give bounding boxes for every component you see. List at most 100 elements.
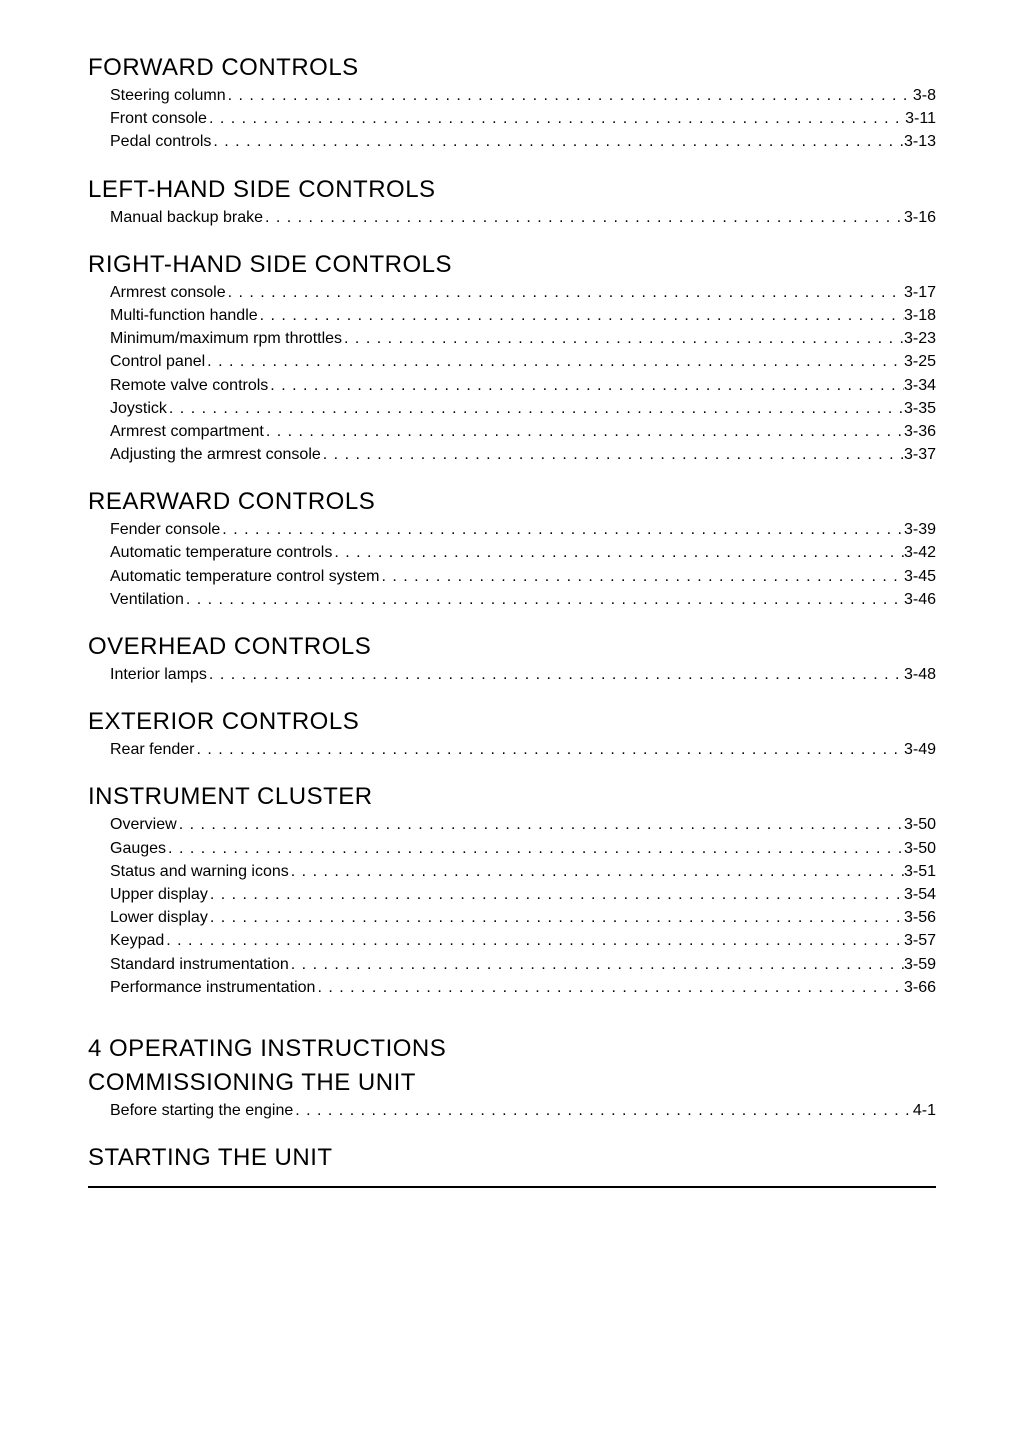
- toc-leader-dots: [184, 588, 904, 611]
- toc-page-number: 3-8: [913, 84, 936, 107]
- toc-page-number: 3-34: [904, 374, 936, 397]
- toc-leader-dots: [226, 84, 913, 107]
- toc-leader-dots: [315, 976, 904, 999]
- toc-leader-dots: [289, 860, 904, 883]
- toc-leader-dots: [164, 929, 904, 952]
- toc-entry: Armrest compartment 3-36: [88, 420, 936, 443]
- toc-label: Minimum/maximum rpm throttles: [110, 327, 342, 350]
- section-heading: COMMISSIONING THE UNIT: [88, 1069, 936, 1097]
- toc-leader-dots: [264, 420, 904, 443]
- toc-leader-dots: [289, 953, 904, 976]
- footer-rule: [88, 1186, 936, 1188]
- toc-entry: Fender console 3-39: [88, 518, 936, 541]
- section-heading: OVERHEAD CONTROLS: [88, 633, 936, 661]
- toc-label: Before starting the engine: [110, 1099, 293, 1122]
- section-heading: LEFT-HAND SIDE CONTROLS: [88, 176, 936, 204]
- toc-label: Fender console: [110, 518, 220, 541]
- toc-page-number: 3-51: [904, 860, 936, 883]
- toc-page-number: 3-11: [905, 107, 936, 130]
- toc-entry: Before starting the engine 4-1: [88, 1099, 936, 1122]
- toc-entry: Gauges 3-50: [88, 837, 936, 860]
- toc-entry: Upper display 3-54: [88, 883, 936, 906]
- toc-entry: Adjusting the armrest console 3-37: [88, 443, 936, 466]
- toc-page-number: 4-1: [913, 1099, 936, 1122]
- toc-label: Rear fender: [110, 738, 195, 761]
- toc-entry: Ventilation 3-46: [88, 588, 936, 611]
- section-heading: REARWARD CONTROLS: [88, 488, 936, 516]
- toc-label: Interior lamps: [110, 663, 207, 686]
- toc-leader-dots: [220, 518, 904, 541]
- toc-leader-dots: [379, 565, 904, 588]
- toc-page-number: 3-54: [904, 883, 936, 906]
- toc-page-number: 3-37: [904, 443, 936, 466]
- toc-leader-dots: [208, 906, 904, 929]
- toc-page-number: 3-25: [904, 350, 936, 373]
- toc-label: Keypad: [110, 929, 164, 952]
- toc-label: Automatic temperature control system: [110, 565, 379, 588]
- toc-page-number: 3-39: [904, 518, 936, 541]
- toc-entry: Pedal controls 3-13: [88, 130, 936, 153]
- toc-label: Joystick: [110, 397, 167, 420]
- toc-entry: Lower display 3-56: [88, 906, 936, 929]
- toc-label: Automatic temperature controls: [110, 541, 332, 564]
- toc-leader-dots: [177, 813, 904, 836]
- toc-label: Overview: [110, 813, 177, 836]
- toc-label: Remote valve controls: [110, 374, 268, 397]
- toc-entry: Joystick 3-35: [88, 397, 936, 420]
- toc-entry: Control panel 3-25: [88, 350, 936, 373]
- toc-entry: Manual backup brake 3-16: [88, 206, 936, 229]
- toc-entry: Armrest console 3-17: [88, 281, 936, 304]
- toc-leader-dots: [207, 107, 905, 130]
- toc-leader-dots: [211, 130, 904, 153]
- toc-page-number: 3-18: [904, 304, 936, 327]
- toc-page-number: 3-42: [904, 541, 936, 564]
- section-heading: RIGHT-HAND SIDE CONTROLS: [88, 251, 936, 279]
- toc-page-number: 3-59: [904, 953, 936, 976]
- toc-page-number: 3-13: [904, 130, 936, 153]
- toc-page-number: 3-48: [904, 663, 936, 686]
- toc-page-number: 3-23: [904, 327, 936, 350]
- toc-page-number: 3-46: [904, 588, 936, 611]
- section-heading: EXTERIOR CONTROLS: [88, 708, 936, 736]
- toc-page-number: 3-35: [904, 397, 936, 420]
- toc-leader-dots: [167, 397, 904, 420]
- toc-leader-dots: [208, 883, 904, 906]
- toc-label: Armrest console: [110, 281, 226, 304]
- toc-entry: Steering column 3-8: [88, 84, 936, 107]
- toc-label: Multi-function handle: [110, 304, 258, 327]
- toc-label: Manual backup brake: [110, 206, 263, 229]
- toc-leader-dots: [342, 327, 904, 350]
- toc-label: Performance instrumentation: [110, 976, 315, 999]
- toc-label: Pedal controls: [110, 130, 211, 153]
- toc-page-number: 3-17: [904, 281, 936, 304]
- toc-entry: Automatic temperature controls 3-42: [88, 541, 936, 564]
- toc-page-number: 3-49: [904, 738, 936, 761]
- toc-page-number: 3-16: [904, 206, 936, 229]
- toc-entry: Status and warning icons 3-51: [88, 860, 936, 883]
- toc-leader-dots: [166, 837, 904, 860]
- toc-entry: Front console 3-11: [88, 107, 936, 130]
- section-heading: STARTING THE UNIT: [88, 1144, 936, 1172]
- toc-entry: Rear fender 3-49: [88, 738, 936, 761]
- toc-entry: Keypad 3-57: [88, 929, 936, 952]
- toc-page-number: 3-56: [904, 906, 936, 929]
- toc-leader-dots: [258, 304, 904, 327]
- toc-page-number: 3-50: [904, 813, 936, 836]
- toc-entry: Remote valve controls 3-34: [88, 374, 936, 397]
- toc-page-number: 3-66: [904, 976, 936, 999]
- toc-label: Adjusting the armrest console: [110, 443, 321, 466]
- toc-label: Steering column: [110, 84, 226, 107]
- toc-entry: Automatic temperature control system 3-4…: [88, 565, 936, 588]
- toc-entry: Interior lamps 3-48: [88, 663, 936, 686]
- toc-entry: Overview 3-50: [88, 813, 936, 836]
- chapter-heading: 4 OPERATING INSTRUCTIONS: [88, 1035, 936, 1063]
- toc-leader-dots: [268, 374, 904, 397]
- toc-label: Upper display: [110, 883, 208, 906]
- toc-leader-dots: [205, 350, 904, 373]
- toc-page-number: 3-50: [904, 837, 936, 860]
- toc-leader-dots: [321, 443, 904, 466]
- toc-entry: Performance instrumentation 3-66: [88, 976, 936, 999]
- toc-page-number: 3-57: [904, 929, 936, 952]
- toc-page-number: 3-36: [904, 420, 936, 443]
- toc-label: Gauges: [110, 837, 166, 860]
